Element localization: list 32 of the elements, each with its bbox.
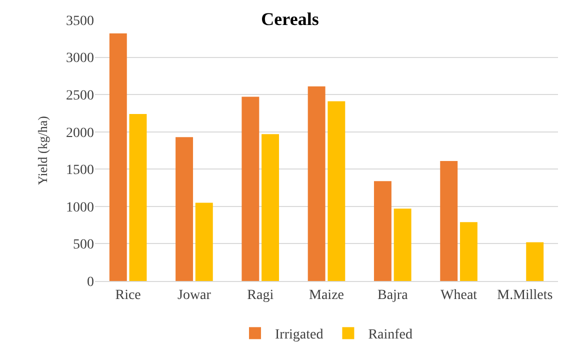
x-tick-label: Rice [115, 288, 141, 303]
bar [195, 202, 213, 281]
x-tick-label: Jowar [177, 288, 212, 303]
bar [262, 134, 280, 281]
bar [308, 86, 326, 281]
x-tick-label: Ragi [247, 288, 274, 303]
y-tick-label: 3000 [66, 51, 94, 66]
bar [109, 33, 127, 281]
x-tick-label: Bajra [377, 288, 409, 303]
chart-title: Cereals [261, 9, 319, 30]
legend-label: Irrigated [275, 328, 324, 343]
y-tick-label: 500 [73, 238, 94, 253]
y-tick-label: 0 [87, 274, 94, 290]
y-tick-label: 1500 [66, 163, 94, 178]
legend-label: Rainfed [368, 328, 413, 343]
bar [176, 137, 194, 281]
y-tick-label: 2000 [66, 126, 94, 141]
x-tick-label: Maize [309, 288, 344, 303]
bar [394, 208, 412, 281]
bar [129, 114, 147, 281]
bar [242, 96, 260, 281]
y-tick-label: 2500 [66, 88, 94, 104]
x-tick-label: M.Millets [497, 288, 553, 303]
x-tick-label: Wheat [440, 288, 478, 303]
y-tick-label: 3500 [66, 14, 94, 29]
bar [460, 222, 478, 281]
bar [328, 101, 346, 281]
bar [440, 160, 458, 281]
bar [526, 242, 544, 281]
bar [374, 181, 392, 281]
y-axis-title: Yield (kg/ha) [34, 116, 50, 185]
y-tick-label: 1000 [66, 200, 94, 216]
